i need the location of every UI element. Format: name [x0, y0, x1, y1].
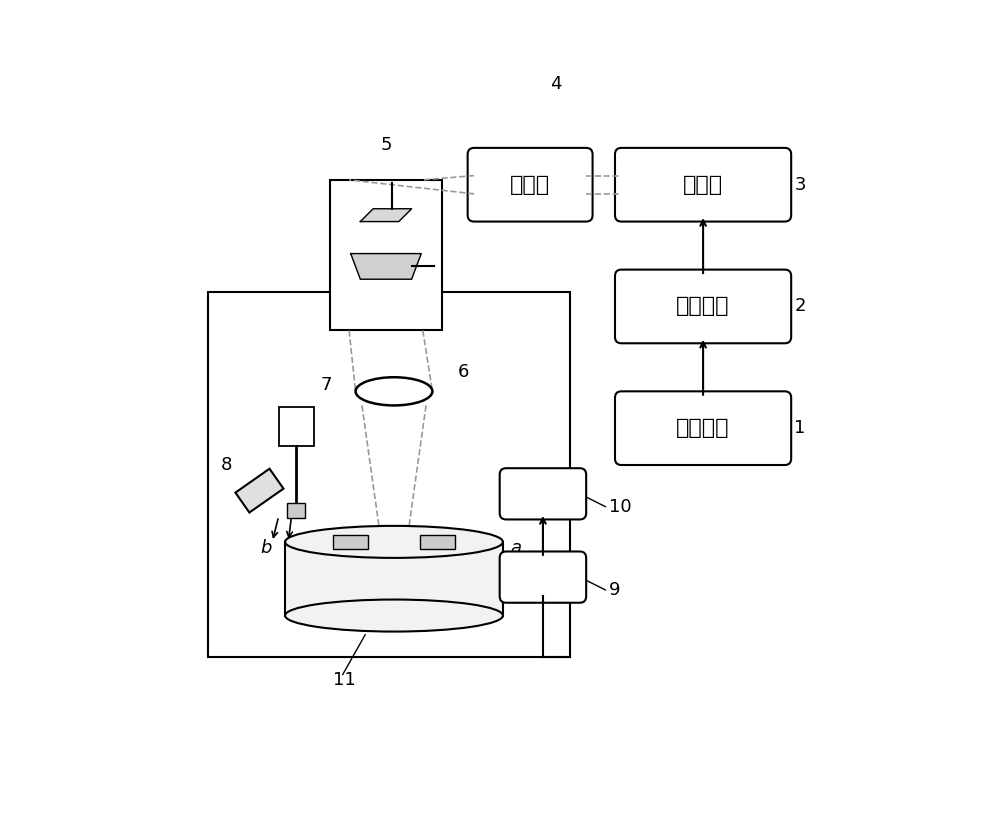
Text: 8: 8 — [221, 456, 232, 474]
Bar — [330, 180, 442, 330]
FancyBboxPatch shape — [500, 552, 586, 602]
Bar — [287, 503, 305, 518]
Ellipse shape — [285, 600, 503, 631]
Bar — [279, 408, 314, 446]
FancyBboxPatch shape — [468, 148, 593, 221]
Polygon shape — [360, 209, 412, 221]
Ellipse shape — [356, 377, 432, 405]
Text: 5: 5 — [380, 136, 392, 154]
Text: 标记系瑹: 标记系瑹 — [676, 418, 730, 438]
Bar — [420, 535, 455, 549]
Text: 控制系瑹: 控制系瑹 — [676, 296, 730, 316]
Polygon shape — [235, 468, 283, 513]
Text: 9: 9 — [609, 581, 620, 599]
Text: 6: 6 — [458, 363, 469, 381]
Text: 3: 3 — [794, 176, 806, 194]
Ellipse shape — [285, 526, 503, 558]
FancyBboxPatch shape — [615, 270, 791, 344]
Text: a: a — [511, 539, 522, 557]
Text: 1: 1 — [794, 419, 806, 437]
FancyBboxPatch shape — [615, 148, 791, 221]
Polygon shape — [351, 254, 421, 280]
Text: b: b — [261, 539, 272, 557]
Text: 激光器: 激光器 — [683, 175, 723, 195]
Text: 10: 10 — [609, 498, 631, 516]
Text: 扩束镜: 扩束镜 — [510, 175, 550, 195]
FancyBboxPatch shape — [500, 468, 586, 519]
Text: 11: 11 — [333, 671, 356, 689]
Text: 2: 2 — [794, 298, 806, 315]
FancyBboxPatch shape — [615, 391, 791, 465]
Text: 7: 7 — [320, 376, 332, 394]
Bar — [333, 535, 368, 549]
Bar — [208, 292, 570, 657]
Bar — [285, 542, 503, 616]
Text: 4: 4 — [550, 75, 561, 93]
